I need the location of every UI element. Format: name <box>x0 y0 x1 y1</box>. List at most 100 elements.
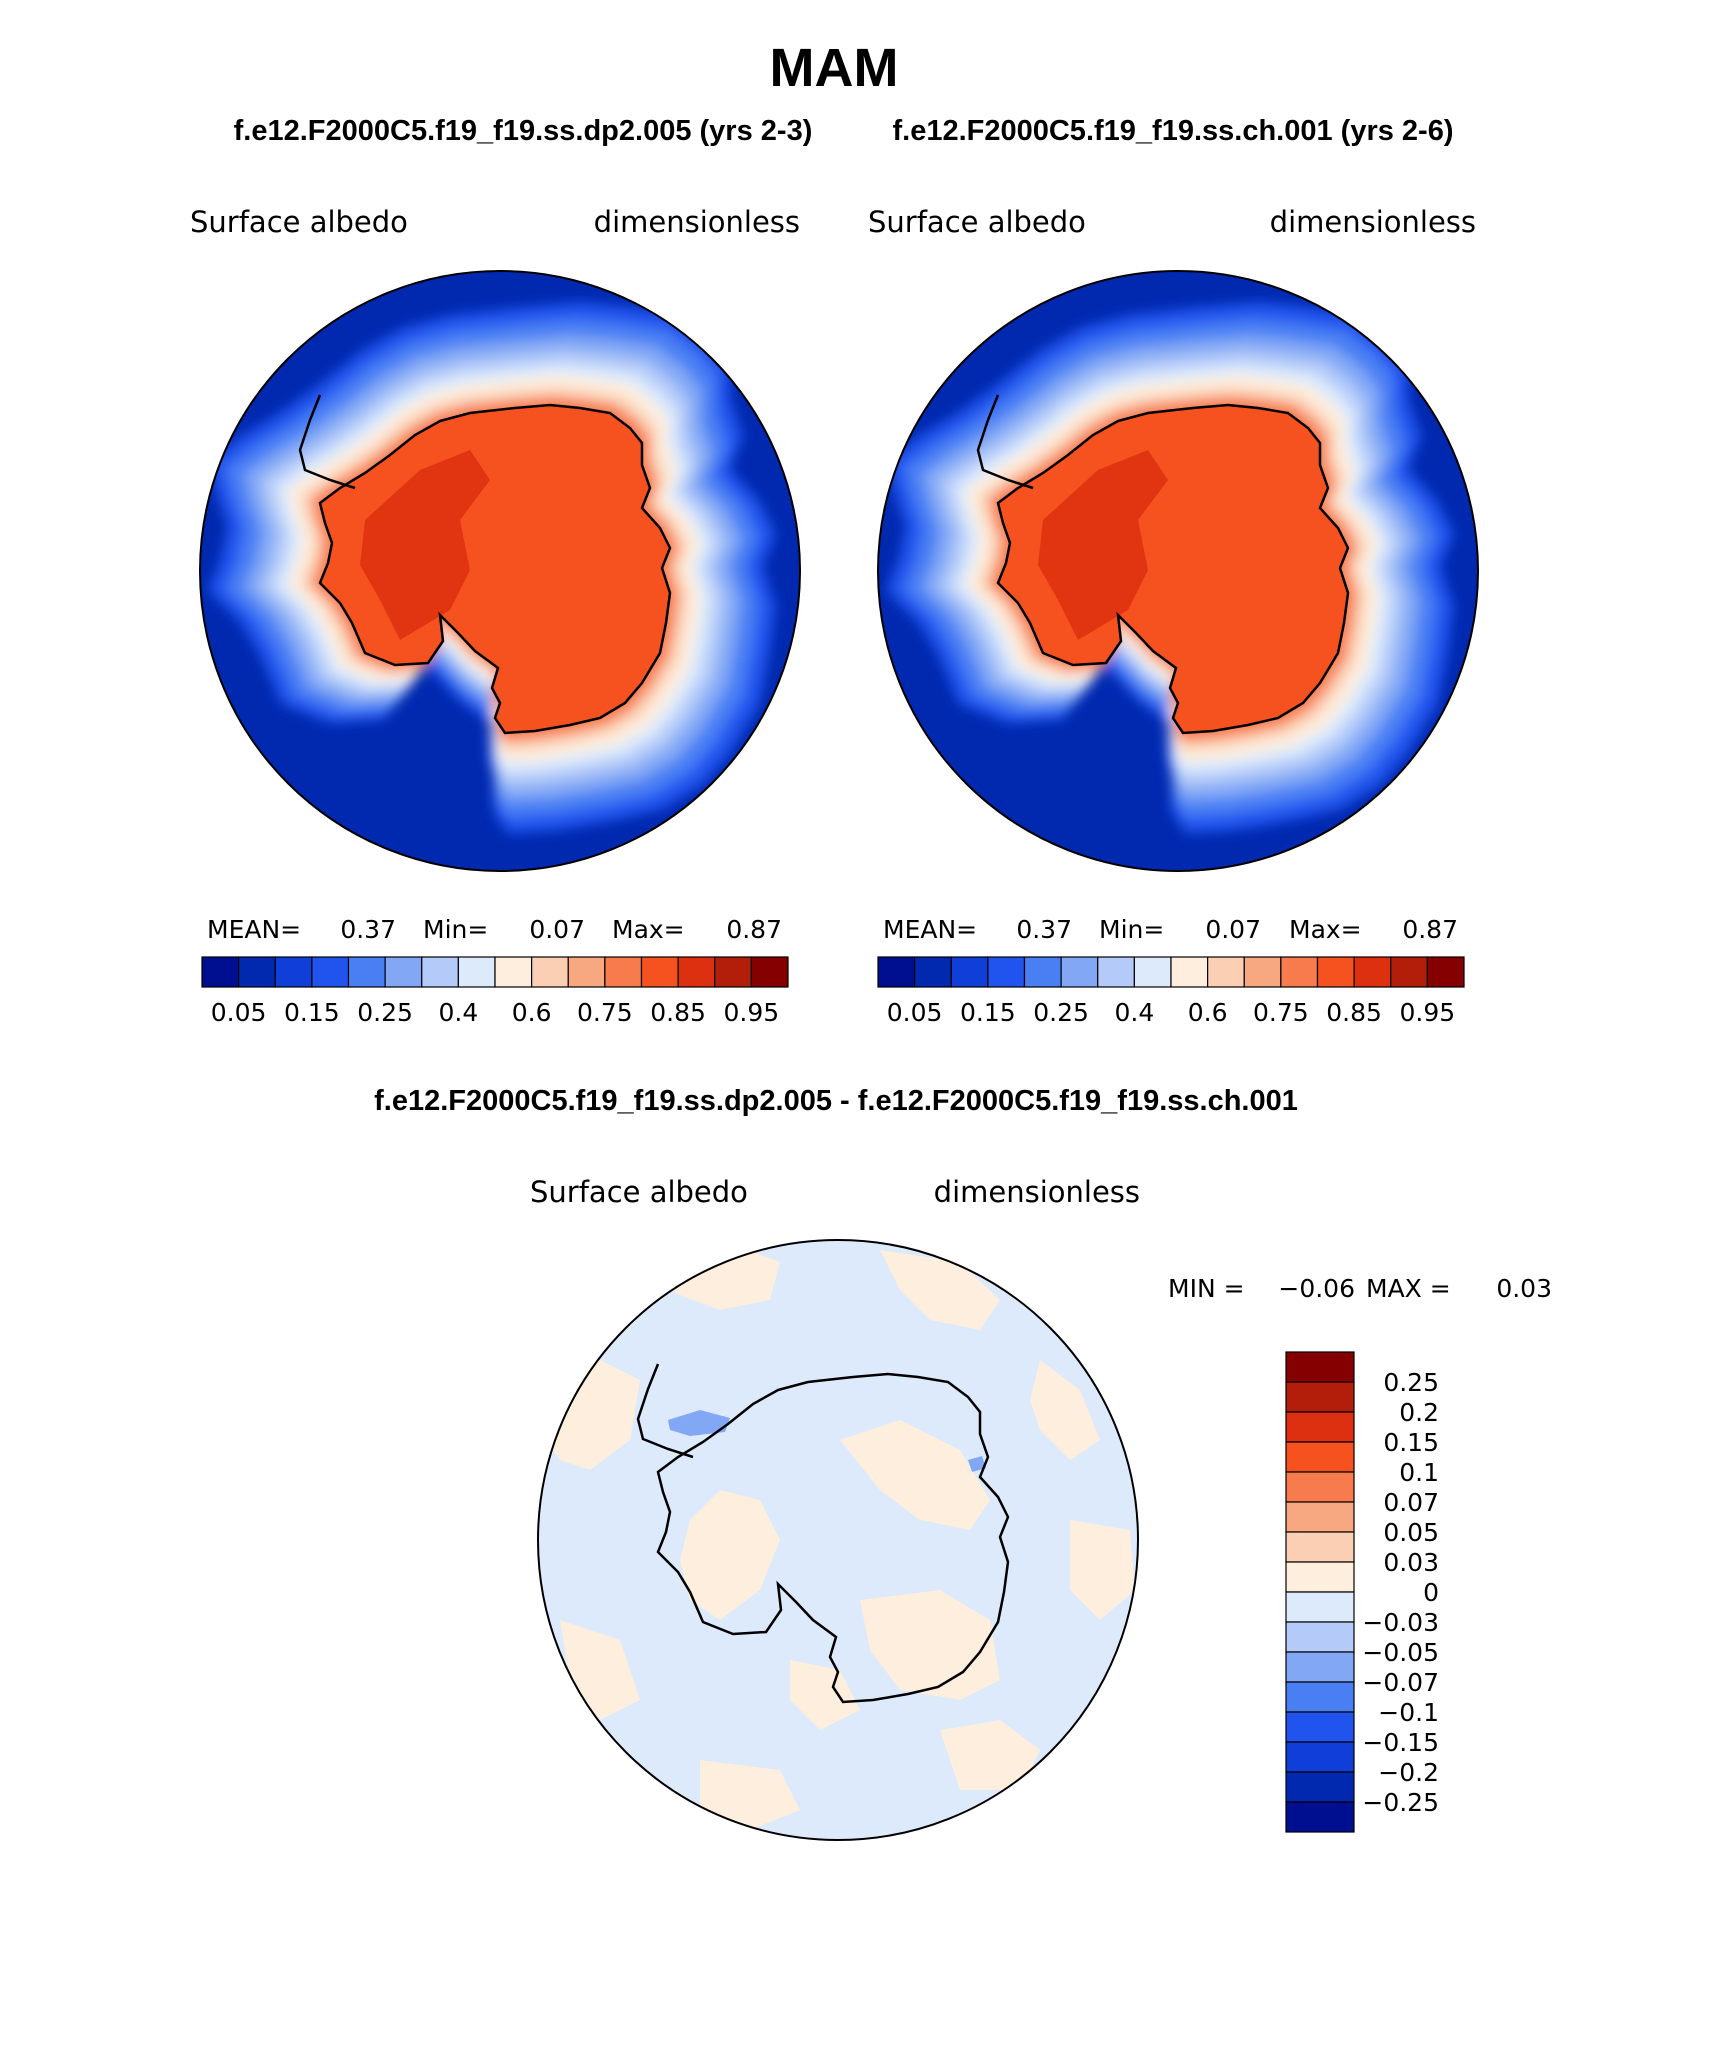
colorbar-swatch <box>311 956 350 988</box>
diff-title: f.e12.F2000C5.f19_f19.ss.dp2.005 - f.e12… <box>374 1085 1298 1117</box>
panel-diff: Surface albedo dimensionless <box>530 1175 1552 1841</box>
colorbar-swatch <box>1353 956 1392 988</box>
colorbar-swatch <box>714 956 752 988</box>
colorbar-swatch <box>274 956 313 988</box>
panel-left-variable: Surface albedo <box>190 205 408 239</box>
colorbar-swatch <box>1316 956 1355 988</box>
colorbar-swatch <box>1060 956 1099 988</box>
colorbar-swatch <box>1285 1711 1355 1743</box>
mean-value: 0.37 <box>1016 915 1072 944</box>
colorbar-swatch <box>604 956 643 988</box>
colorbar-tick-label: 0.25 <box>1033 998 1089 1027</box>
diff-min-value: −0.06 <box>1278 1274 1355 1303</box>
map-border <box>199 270 801 872</box>
diff-max-value: 0.03 <box>1496 1274 1552 1303</box>
colorbar-tick-label: 0.05 <box>211 998 267 1027</box>
min-value: 0.07 <box>529 915 585 944</box>
colorbar-diff: 0.250.20.150.10.070.050.030−0.03−0.05−0.… <box>1285 1351 1439 1833</box>
colorbar-tick-label: 0.15 <box>1383 1428 1439 1457</box>
colorbar-tick-label: 0.07 <box>1383 1488 1439 1517</box>
colorbar-tick-label: 0.25 <box>357 998 413 1027</box>
west-antarctica-high <box>1038 450 1168 640</box>
season-title: MAM <box>770 38 899 98</box>
diff-variable: Surface albedo <box>530 1175 748 1209</box>
colorbar-tick-label: 0.15 <box>284 998 340 1027</box>
colorbar-swatch <box>1285 1801 1355 1833</box>
colorbar-tick-label: 0.25 <box>1383 1368 1439 1397</box>
polar-map-right <box>878 271 1478 871</box>
colorbar-tick-label: −0.1 <box>1378 1698 1439 1727</box>
colorbar-swatch <box>384 956 423 988</box>
colorbar-swatch <box>421 956 459 988</box>
colorbar-tick-label: 0.6 <box>512 998 552 1027</box>
colorbar-tick-label: 0.75 <box>1253 998 1309 1027</box>
map-border <box>537 1239 1139 1841</box>
colorbar-swatch <box>750 956 789 988</box>
case-right-label: f.e12.F2000C5.f19_f19.ss.ch.001 (yrs 2-6… <box>892 115 1453 147</box>
positive-anomaly-areas <box>540 1240 1135 1830</box>
panel-right-variable: Surface albedo <box>868 205 1086 239</box>
colorbar-swatch <box>1390 956 1428 988</box>
mean-label: MEAN= <box>883 915 977 944</box>
colorbar-swatch <box>1097 956 1135 988</box>
colorbar-tick-label: 0.2 <box>1399 1398 1439 1427</box>
colorbar-tick-label: −0.05 <box>1362 1638 1439 1667</box>
peninsula-coast <box>976 394 1034 490</box>
colorbar-swatch <box>1285 1741 1355 1773</box>
colorbar-left: 0.05 0.15 0.25 0.4 0.6 0.75 0.85 0.95 <box>201 956 789 1027</box>
colorbar-tick-label: 0.15 <box>960 998 1016 1027</box>
colorbar-tick-label: 0.75 <box>577 998 633 1027</box>
colorbar-swatch <box>640 956 679 988</box>
colorbar-swatch <box>987 956 1026 988</box>
colorbar-tick-label: 0.85 <box>1326 998 1382 1027</box>
panel-left: Surface albedo dimensionless MEAN= 0.37 … <box>190 205 801 1027</box>
colorbar-swatch <box>1285 1621 1355 1653</box>
panel-left-units: dimensionless <box>594 205 800 239</box>
colorbar-swatch <box>1285 1681 1355 1713</box>
colorbar-tick-label: 0.6 <box>1188 998 1228 1027</box>
mean-label: MEAN= <box>207 915 301 944</box>
colorbar-swatch <box>1243 956 1282 988</box>
west-antarctica-high <box>360 450 490 640</box>
peninsula-coast <box>298 394 356 490</box>
diff-units: dimensionless <box>934 1175 1140 1209</box>
colorbar-tick-label: 0.95 <box>1400 998 1456 1027</box>
panel-right-units: dimensionless <box>1270 205 1476 239</box>
max-value: 0.87 <box>726 915 782 944</box>
colorbar-tick-label: 0.03 <box>1383 1548 1439 1577</box>
colorbar-swatch <box>877 956 916 988</box>
colorbar-swatch <box>950 956 989 988</box>
peninsula-coast <box>636 1363 694 1459</box>
colorbar-swatch <box>1023 956 1062 988</box>
colorbar-swatch <box>347 956 386 988</box>
diff-min-label: MIN = <box>1168 1274 1245 1303</box>
colorbar-swatch <box>1285 1381 1355 1413</box>
min-label: Min= <box>423 915 488 944</box>
colorbar-swatch <box>1285 1471 1355 1503</box>
map-border <box>877 270 1479 872</box>
mean-value: 0.37 <box>340 915 396 944</box>
diff-background <box>538 1240 1138 1840</box>
colorbar-swatch <box>1285 1591 1355 1623</box>
panel-right: Surface albedo dimensionless MEAN= 0.37 … <box>868 205 1479 1027</box>
colorbar-tick-label: −0.15 <box>1362 1728 1439 1757</box>
colorbar-tick-label: 0.1 <box>1399 1458 1439 1487</box>
colorbar-swatch <box>1170 956 1209 988</box>
colorbar-swatch <box>567 956 606 988</box>
colorbar-swatch <box>457 956 496 988</box>
colorbar-tick-label: 0.85 <box>650 998 706 1027</box>
colorbar-tick-label: 0.05 <box>887 998 943 1027</box>
colorbar-tick-label: 0.4 <box>438 998 478 1027</box>
colorbar-swatch <box>1207 956 1245 988</box>
colorbar-right: 0.05 0.15 0.25 0.4 0.6 0.75 0.85 0.95 <box>877 956 1465 1027</box>
colorbar-swatch <box>1285 1501 1355 1533</box>
colorbar-swatch <box>201 956 240 988</box>
polar-map-left <box>200 271 800 871</box>
case-left-label: f.e12.F2000C5.f19_f19.ss.dp2.005 (yrs 2-… <box>234 115 813 147</box>
colorbar-swatch <box>238 956 276 988</box>
colorbar-swatch <box>494 956 533 988</box>
negative-patch <box>968 1456 986 1472</box>
colorbar-swatch <box>1426 956 1465 988</box>
colorbar-swatch <box>1133 956 1172 988</box>
